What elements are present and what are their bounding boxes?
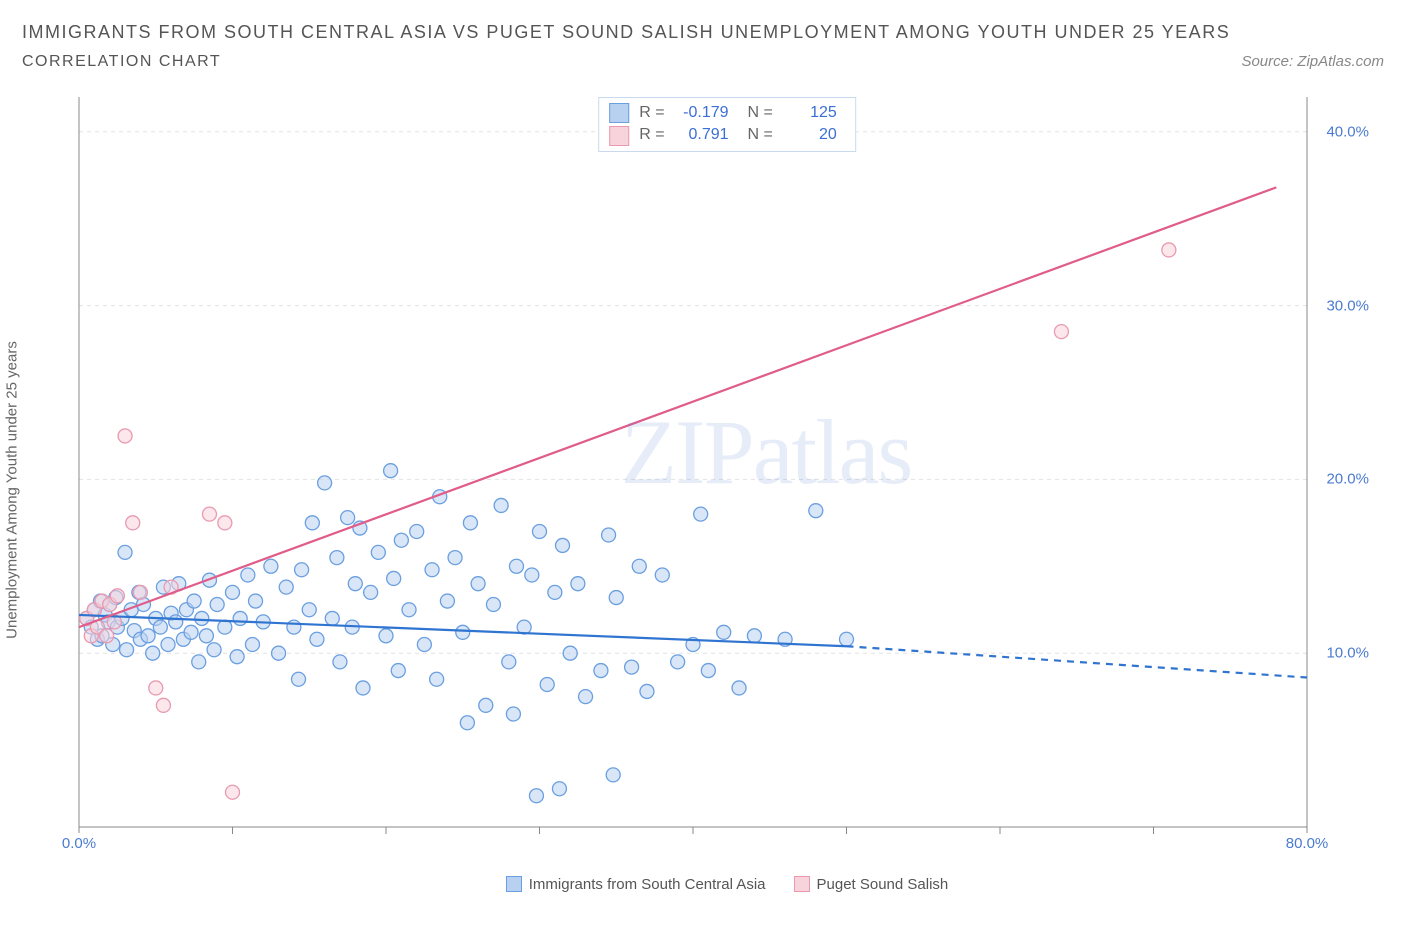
stats-row-series2: R = 0.791 N = 20: [609, 124, 837, 146]
plot-area: ZIPatlas R = -0.179 N = 125 R = 0.791 N …: [77, 95, 1377, 855]
y-tick-label: 20.0%: [1326, 471, 1369, 488]
source-label: Source: ZipAtlas.com: [1241, 53, 1384, 70]
chart-svg: [77, 95, 1377, 855]
subtitle-row: CORRELATION CHART Source: ZipAtlas.com: [22, 53, 1384, 71]
n-value-series1: 125: [783, 102, 837, 124]
x-tick-label: 80.0%: [1286, 835, 1329, 852]
chart-container: Unemployment Among Youth under 25 years …: [22, 95, 1384, 885]
correlation-stats-box: R = -0.179 N = 125 R = 0.791 N = 20: [598, 97, 856, 152]
n-value-series2: 20: [783, 124, 837, 146]
chart-header: IMMIGRANTS FROM SOUTH CENTRAL ASIA VS PU…: [0, 0, 1406, 71]
legend-swatch: [506, 876, 522, 892]
legend-item: Puget Sound Salish: [794, 876, 949, 893]
x-tick-label: 0.0%: [62, 835, 96, 852]
y-tick-label: 30.0%: [1326, 297, 1369, 314]
chart-subtitle: CORRELATION CHART: [22, 53, 221, 71]
r-value-series1: -0.179: [675, 102, 729, 124]
stats-row-series1: R = -0.179 N = 125: [609, 102, 837, 124]
legend-item: Immigrants from South Central Asia: [506, 876, 766, 893]
legend-swatch: [794, 876, 810, 892]
y-axis-label: Unemployment Among Youth under 25 years: [4, 341, 21, 639]
chart-title: IMMIGRANTS FROM SOUTH CENTRAL ASIA VS PU…: [22, 18, 1384, 47]
swatch-series2: [609, 126, 629, 146]
y-tick-label: 10.0%: [1326, 645, 1369, 662]
y-tick-label: 40.0%: [1326, 123, 1369, 140]
x-axis-legend: Immigrants from South Central Asia Puget …: [77, 876, 1377, 893]
swatch-series1: [609, 103, 629, 123]
r-value-series2: 0.791: [675, 124, 729, 146]
